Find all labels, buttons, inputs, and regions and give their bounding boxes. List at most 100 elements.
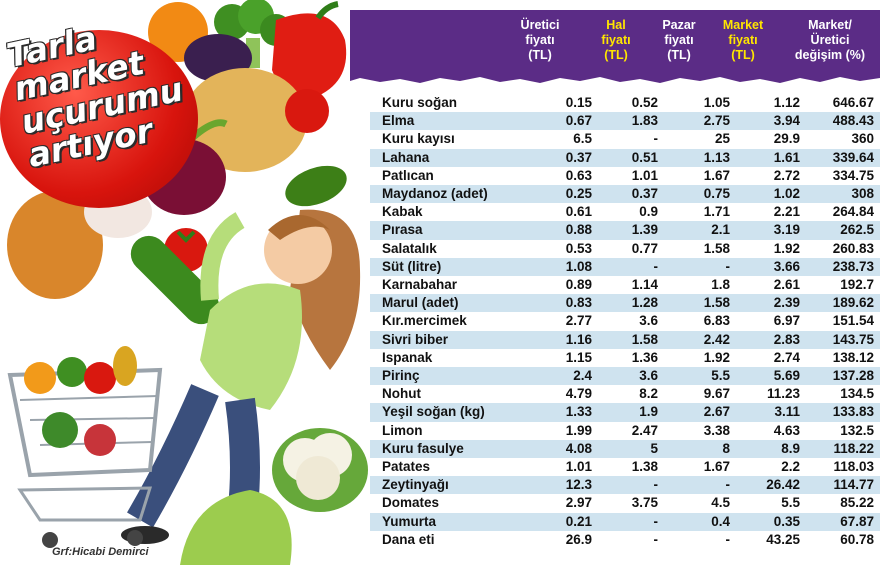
table-row: Pırasa 0.88 1.39 2.1 3.19 262.5: [370, 221, 880, 240]
price-cell-hal: 1.38: [631, 459, 658, 474]
price-cell-market: 4.63: [773, 422, 800, 438]
table-row: Pirinç 2.4 3.6 5.5 5.69 137.28: [370, 367, 880, 386]
torn-paper-edge: [350, 72, 880, 83]
column-header-line: Üretici: [810, 33, 850, 47]
column-header-line: Pazar: [662, 18, 696, 32]
product-name: Karnabahar: [382, 277, 458, 292]
price-cell-degisim: 138.12: [832, 349, 874, 365]
price-cell-uretici: 1.15: [565, 349, 592, 365]
price-cell-market: 2.74: [773, 349, 800, 365]
price-cell-uretici: 0.61: [565, 204, 592, 220]
product-name: Patates: [382, 459, 431, 474]
price-cell-market: 2.83: [773, 331, 800, 347]
price-cell-hal: 1.83: [631, 113, 658, 129]
price-cell-degisim: 60.78: [840, 531, 874, 547]
column-header-line: değişim (%): [794, 48, 866, 62]
price-cell-pazar: -: [725, 531, 731, 547]
price-cell-hal: 3.6: [639, 368, 658, 383]
price-cell-pazar: -: [725, 258, 731, 274]
table-row: Dana eti 26.9 - - 43.25 60.78: [370, 531, 880, 549]
price-cell-degisim: 151.54: [832, 313, 874, 329]
product-name: Domates: [382, 495, 440, 511]
price-cell-hal: 5: [650, 440, 658, 456]
product-name: Sivri biber: [382, 331, 449, 347]
price-cell-market: 8.9: [781, 440, 800, 456]
price-cell-degisim: 137.28: [832, 368, 874, 383]
product-name: Pirinç: [382, 368, 420, 383]
price-cell-uretici: 0.15: [565, 95, 592, 110]
price-cell-hal: 1.01: [631, 167, 658, 183]
price-cell-degisim: 260.83: [832, 240, 874, 256]
column-header-line: Üretici: [520, 18, 560, 32]
column-header: Pazar fiyatı (TL): [652, 18, 706, 63]
price-cell-degisim: 118.22: [833, 440, 874, 456]
table-row: Patates 1.01 1.38 1.67 2.2 118.03: [370, 458, 880, 476]
price-cell-market: 3.94: [773, 113, 800, 129]
price-cell-hal: -: [653, 258, 659, 274]
table-row: Kuru soğan 0.15 0.52 1.05 1.12 646.67: [370, 94, 880, 112]
product-name: Zeytinyağı: [382, 477, 449, 493]
product-name: Lahana: [382, 149, 430, 165]
price-cell-market: 3.19: [773, 222, 800, 238]
graphic-credit: Grf:Hicabi Demirci: [52, 546, 149, 558]
price-cell-pazar: 1.71: [703, 204, 730, 220]
column-header-line: (TL): [604, 48, 628, 62]
price-cell-market: 1.02: [773, 186, 800, 201]
price-cell-market: 1.92: [773, 240, 800, 256]
table-row: Yumurta 0.21 - 0.4 0.35 67.87: [370, 512, 880, 531]
price-cell-pazar: 2.67: [703, 404, 730, 420]
price-cell-hal: 3.6: [639, 313, 658, 329]
product-name: Limon: [382, 422, 423, 438]
price-cell-hal: 0.52: [631, 95, 658, 110]
tomato-icon: [285, 89, 329, 133]
column-header-line: fiyatı: [525, 33, 555, 47]
lettuce-icon: [180, 490, 292, 565]
column-header-line: (TL): [667, 48, 691, 62]
price-cell-uretici: 2.4: [573, 368, 592, 383]
price-cell-uretici: 0.67: [565, 113, 592, 129]
price-cell-hal: -: [653, 131, 659, 147]
table-row: Zeytinyağı 12.3 - - 26.42 114.77: [370, 476, 880, 495]
price-cell-degisim: 133.83: [832, 404, 874, 420]
price-cell-hal: 1.58: [631, 331, 658, 347]
price-cell-hal: -: [653, 513, 659, 529]
price-cell-pazar: 1.58: [703, 295, 730, 311]
table-row: Karnabahar 0.89 1.14 1.8 2.61 192.7: [370, 276, 880, 294]
price-cell-uretici: 4.08: [565, 440, 592, 456]
table-row: Lahana 0.37 0.51 1.13 1.61 339.64: [370, 148, 880, 167]
price-cell-degisim: 85.22: [840, 495, 874, 511]
column-header: Üretici fiyatı (TL): [512, 18, 568, 63]
product-name: Yeşil soğan (kg): [382, 404, 485, 420]
price-cell-market: 0.35: [773, 513, 800, 529]
price-cell-uretici: 2.77: [565, 313, 592, 329]
price-cell-uretici: 4.79: [565, 386, 592, 402]
price-cell-market: 29.9: [773, 131, 800, 147]
shopping-cart-icon: [7, 346, 163, 548]
price-cell-pazar: 9.67: [703, 386, 730, 402]
price-cell-market: 11.23: [766, 386, 800, 402]
column-header: Hal fiyatı (TL): [590, 18, 642, 63]
price-cell-uretici: 12.3: [565, 477, 592, 493]
price-cell-market: 6.97: [773, 313, 800, 329]
table-row: Domates 2.97 3.75 4.5 5.5 85.22: [370, 494, 880, 512]
price-cell-uretici: 1.08: [565, 258, 592, 274]
price-cell-market: 1.12: [773, 95, 800, 110]
price-cell-hal: 2.47: [631, 422, 658, 438]
column-header-line: (TL): [528, 48, 552, 62]
price-cell-uretici: 1.16: [565, 331, 592, 347]
price-cell-pazar: 1.67: [703, 459, 730, 474]
product-name: Elma: [382, 113, 415, 129]
price-cell-pazar: 0.75: [703, 186, 730, 201]
red-pepper-icon: [272, 13, 347, 97]
potato-icon: [183, 68, 307, 172]
column-header-line: Market: [722, 18, 764, 32]
price-cell-hal: 0.37: [631, 186, 658, 201]
price-cell-hal: -: [653, 531, 659, 547]
price-cell-degisim: 189.62: [832, 295, 874, 311]
price-cell-uretici: 0.25: [565, 186, 592, 201]
price-cell-degisim: 143.75: [832, 331, 874, 347]
column-header-line: Hal: [606, 18, 626, 32]
price-cell-hal: 1.28: [631, 295, 658, 311]
price-cell-pazar: 2.42: [703, 331, 730, 347]
column-header-line: Market/: [808, 18, 852, 32]
